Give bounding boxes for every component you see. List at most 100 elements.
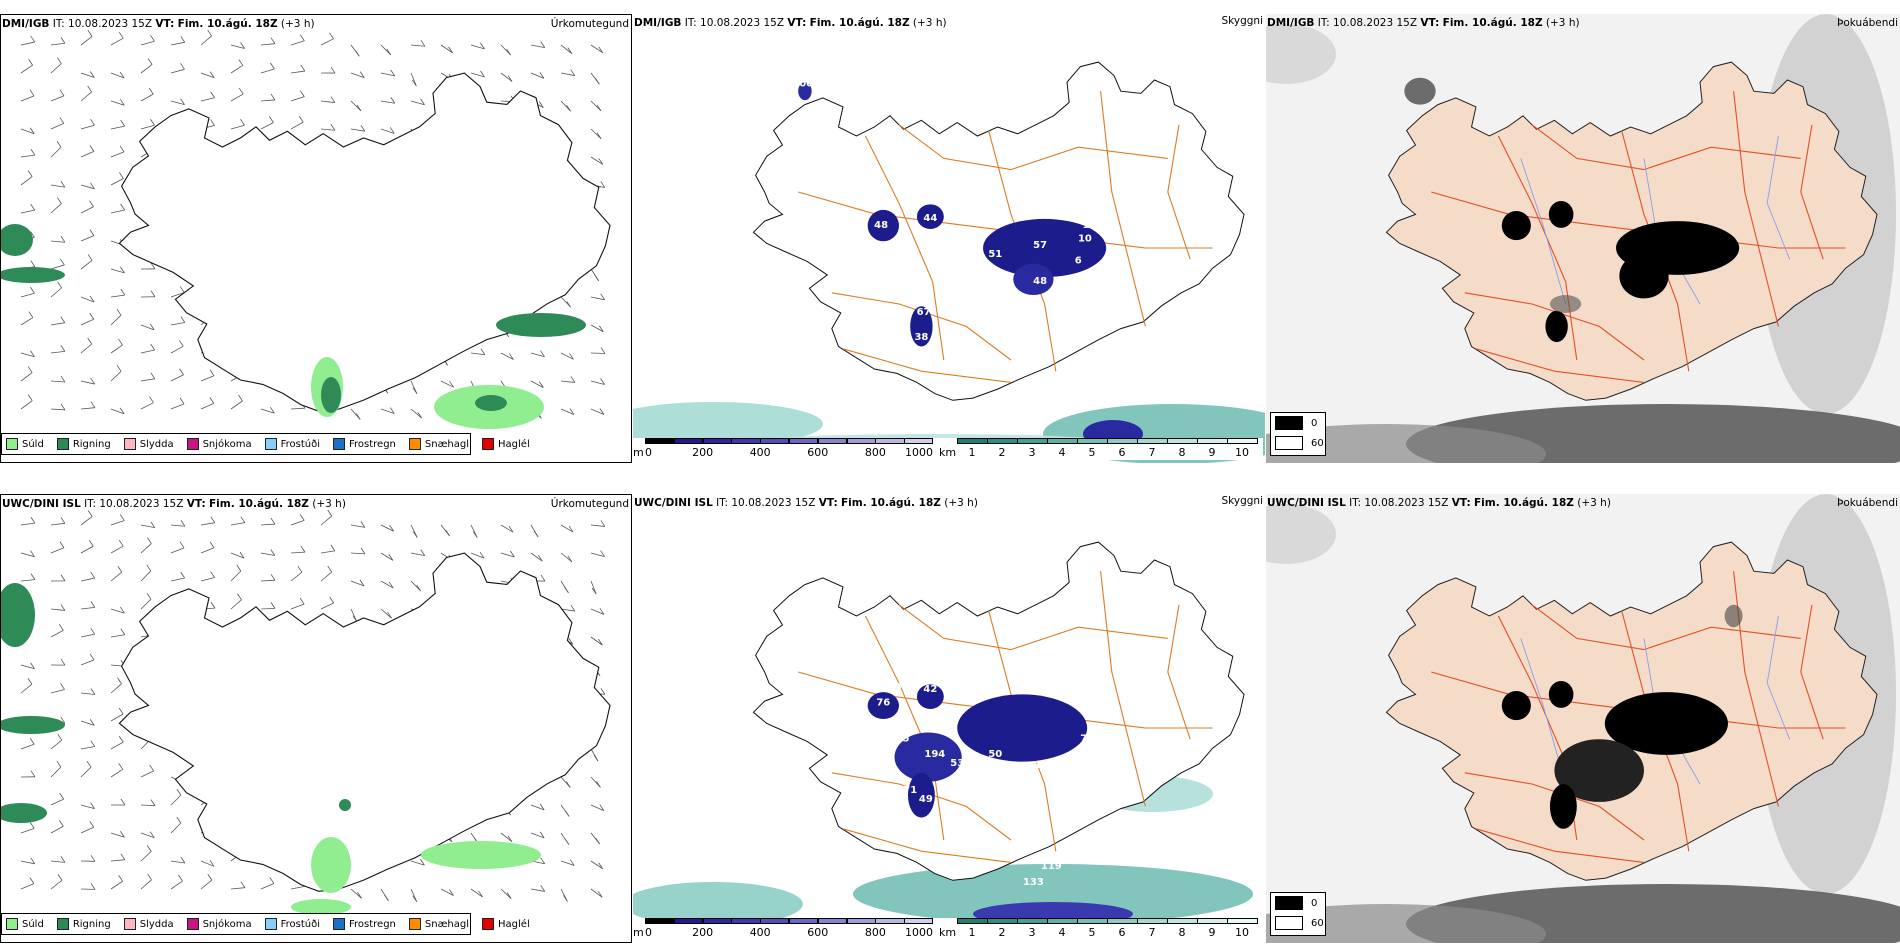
colorbar-segment: [1047, 438, 1078, 444]
wind-barb-flag: [118, 31, 124, 39]
wind-barb: [380, 580, 394, 589]
fog-index-map[interactable]: [1266, 494, 1900, 943]
wind-barb: [230, 887, 245, 890]
wind-barb-flag: [388, 581, 394, 589]
wind-barb-flag: [147, 58, 153, 65]
colorbar-segment: [673, 918, 704, 924]
colorbar-segment: [1137, 918, 1168, 924]
wind-barb-flag: [269, 877, 275, 884]
wind-barb-flag: [120, 798, 126, 806]
wind-barb-flag: [90, 740, 96, 747]
wind-barb-flag: [176, 788, 182, 796]
colorbar-segment: [987, 438, 1018, 444]
wind-barb-flag: [411, 79, 417, 87]
wind-barb: [20, 317, 34, 326]
wind-barb-flag: [506, 892, 512, 899]
wind-barb: [560, 44, 573, 55]
panel-header: DMI/IGB IT: 10.08.2023 15Z VT: Fim. 10.á…: [2, 18, 315, 30]
wind-barb-flag: [27, 394, 33, 401]
wind-barb: [140, 524, 155, 529]
wind-barb-flag: [420, 858, 425, 866]
legend-label: Frostúði: [280, 438, 320, 450]
field-area: [1266, 424, 1546, 463]
wind-barb-flag: [449, 380, 454, 388]
wind-barb: [170, 880, 183, 890]
colorbar-tick-label: 600: [807, 446, 829, 459]
wind-barb: [110, 294, 125, 298]
visibility-panel-uwc: UWC/DINI ISL IT: 10.08.2023 15Z VT: Fim.…: [633, 494, 1265, 943]
wind-barb: [80, 343, 92, 354]
wind-barb-flag: [330, 96, 336, 103]
colorbar-segment: [731, 918, 761, 924]
precipitation-map[interactable]: [1, 15, 632, 463]
wind-barb: [200, 375, 215, 382]
colorbar-segment: [957, 918, 988, 924]
wind-barb: [590, 128, 602, 140]
legend-item: Frostregn: [333, 918, 396, 930]
wind-barb-flag: [60, 37, 66, 44]
field-area: [1548, 200, 1574, 228]
wind-barb-flag: [360, 124, 366, 132]
wind-barb: [590, 352, 606, 354]
wind-barb-flag: [595, 77, 600, 85]
wind-barb: [80, 826, 94, 834]
road: [842, 828, 1012, 863]
legend-label: Haglél: [498, 438, 530, 450]
legend-swatch: [408, 918, 421, 930]
wind-barb-flag: [600, 293, 606, 301]
wind-barb: [80, 659, 95, 666]
wind-barb: [170, 547, 185, 554]
wind-barb: [50, 184, 65, 188]
wind-barb-flag: [540, 350, 545, 357]
wind-barb-flag: [30, 231, 35, 238]
wind-barb: [80, 380, 95, 385]
wind-barb: [230, 599, 242, 610]
wind-barb: [200, 402, 214, 410]
wind-barb-flag: [598, 325, 604, 332]
wind-barb-flag: [538, 554, 543, 562]
wind-barb-flag: [60, 604, 66, 611]
wind-barb: [50, 240, 65, 243]
wind-barb: [80, 606, 95, 610]
legend-label: Súld: [22, 438, 44, 450]
wind-barb-flag: [445, 529, 450, 537]
visibility-colorbar: km 1 2 3 4 5 6 7 8 9 10: [939, 918, 1263, 940]
wind-barb-flag: [120, 203, 126, 211]
wind-barb-flag: [150, 118, 155, 126]
wind-barb: [230, 570, 242, 582]
wind-barb-flag: [238, 394, 243, 402]
precipitation-map[interactable]: [1, 495, 632, 943]
wind-barb-flag: [270, 602, 276, 609]
wind-barb: [110, 608, 125, 614]
field-area: [321, 377, 341, 413]
wind-barb-flag: [180, 316, 186, 323]
wind-barb: [530, 72, 545, 79]
colorbar-tick-label: 8: [1178, 446, 1186, 459]
wind-barb-flag: [29, 738, 35, 745]
wind-barb-flag: [384, 894, 389, 902]
wind-barb-flag: [594, 274, 599, 281]
wind-barb: [350, 580, 365, 587]
field-area: [983, 218, 1107, 278]
wind-barb: [20, 400, 33, 410]
wind-barb-flag: [210, 91, 215, 98]
cloud-base-value: 42: [923, 684, 937, 695]
legend-swatch: [264, 918, 277, 930]
colorbar-tick-label: 5: [1088, 446, 1096, 459]
wind-barb-flag: [60, 180, 66, 188]
field-area: [1404, 77, 1436, 105]
wind-barb: [350, 100, 362, 112]
colorbar-segment: [1197, 918, 1228, 924]
wind-barb-flag: [119, 145, 125, 153]
wind-barb-flag: [508, 525, 514, 533]
field-area: [291, 899, 351, 915]
fog-index-map[interactable]: [1266, 14, 1900, 463]
road: [1167, 124, 1191, 260]
colorbar-segment: [760, 438, 790, 444]
wind-barb: [80, 746, 95, 750]
wind-barb: [110, 880, 123, 890]
legend-item: Slydda: [123, 918, 174, 930]
wind-barb: [380, 72, 395, 77]
